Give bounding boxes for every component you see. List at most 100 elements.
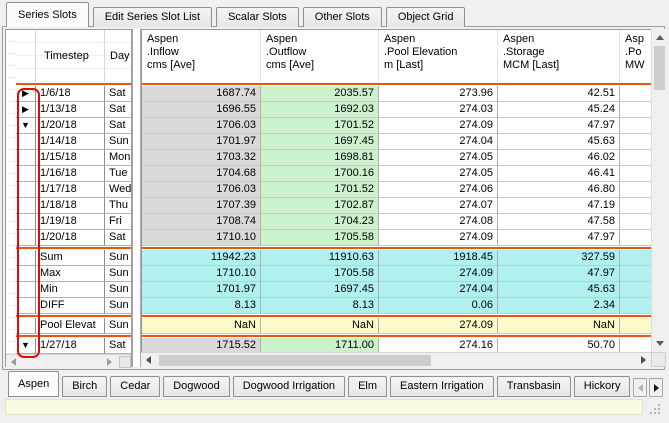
- main-horizontal-scrollbar[interactable]: [141, 352, 651, 367]
- value-cell[interactable]: 274.08: [379, 214, 498, 230]
- resize-grip[interactable]: [650, 404, 662, 416]
- value-cell[interactable]: 42.51: [498, 86, 620, 102]
- value-cell[interactable]: 1701.97: [142, 134, 261, 150]
- row-toggle-cell[interactable]: [16, 182, 36, 198]
- value-cell[interactable]: 274.04: [379, 134, 498, 150]
- value-cell[interactable]: 1701.52: [261, 182, 379, 198]
- value-cell[interactable]: [620, 318, 652, 334]
- value-cell[interactable]: 1698.81: [261, 150, 379, 166]
- day-cell[interactable]: Sat: [105, 230, 131, 246]
- value-cell[interactable]: 1697.45: [261, 134, 379, 150]
- timestep-cell[interactable]: 1/27/18: [36, 338, 105, 354]
- value-cell[interactable]: 1918.45: [379, 250, 498, 266]
- day-cell[interactable]: Fri: [105, 214, 131, 230]
- value-cell[interactable]: 274.07: [379, 198, 498, 214]
- day-cell[interactable]: Sun: [105, 298, 131, 314]
- day-cell[interactable]: Sun: [105, 318, 131, 334]
- vertical-scrollbar-thumb[interactable]: [654, 46, 665, 90]
- day-cell[interactable]: Sat: [105, 86, 131, 102]
- tab-scroll-right-button[interactable]: [649, 378, 663, 397]
- timestep-cell[interactable]: 1/6/18: [36, 86, 105, 102]
- collapse-icon[interactable]: ▼: [21, 340, 30, 350]
- value-cell[interactable]: 1704.23: [261, 214, 379, 230]
- value-cell[interactable]: 1702.87: [261, 198, 379, 214]
- row-toggle-cell[interactable]: ▶: [16, 102, 36, 118]
- value-cell[interactable]: 1700.16: [261, 166, 379, 182]
- row-toggle-cell[interactable]: ▶: [16, 86, 36, 102]
- day-cell[interactable]: Sun: [105, 250, 131, 266]
- row-label-cell[interactable]: DIFF: [36, 298, 105, 314]
- object-tab-eastern-irrigation[interactable]: Eastern Irrigation: [390, 376, 494, 397]
- day-cell[interactable]: Tue: [105, 166, 131, 182]
- value-cell[interactable]: 0.06: [379, 298, 498, 314]
- day-column-header[interactable]: Day: [105, 30, 131, 82]
- tab-scalar-slots[interactable]: Scalar Slots: [216, 7, 299, 27]
- value-cell[interactable]: 45.63: [498, 134, 620, 150]
- value-cell[interactable]: 1706.03: [142, 182, 261, 198]
- day-cell[interactable]: Sat: [105, 118, 131, 134]
- value-cell[interactable]: [620, 214, 652, 230]
- value-cell[interactable]: 47.19: [498, 198, 620, 214]
- value-cell[interactable]: 1710.10: [142, 266, 261, 282]
- value-cell[interactable]: 1697.45: [261, 282, 379, 298]
- object-tab-transbasin[interactable]: Transbasin: [497, 376, 571, 397]
- value-cell[interactable]: 46.02: [498, 150, 620, 166]
- timestep-column-header[interactable]: Timestep: [36, 30, 105, 82]
- value-cell[interactable]: 1706.03: [142, 118, 261, 134]
- scroll-left-button[interactable]: [141, 353, 156, 367]
- value-cell[interactable]: 2.34: [498, 298, 620, 314]
- timestep-cell[interactable]: 1/13/18: [36, 102, 105, 118]
- value-cell[interactable]: 274.05: [379, 150, 498, 166]
- value-cell[interactable]: 274.09: [379, 118, 498, 134]
- value-cell[interactable]: 274.05: [379, 166, 498, 182]
- value-cell[interactable]: 273.96: [379, 86, 498, 102]
- value-cell[interactable]: 1703.32: [142, 150, 261, 166]
- tab-scroll-left-button[interactable]: [633, 378, 647, 397]
- object-tab-elm[interactable]: Elm: [348, 376, 387, 397]
- value-cell[interactable]: 274.09: [379, 266, 498, 282]
- value-cell[interactable]: [620, 282, 652, 298]
- value-cell[interactable]: 274.04: [379, 282, 498, 298]
- day-cell[interactable]: Mon: [105, 150, 131, 166]
- value-cell[interactable]: 1705.58: [261, 230, 379, 246]
- row-toggle-cell[interactable]: [16, 134, 36, 150]
- day-cell[interactable]: Sun: [105, 282, 131, 298]
- value-cell[interactable]: 47.97: [498, 266, 620, 282]
- timestep-cell[interactable]: 1/15/18: [36, 150, 105, 166]
- value-cell[interactable]: [620, 298, 652, 314]
- scroll-left-button[interactable]: [6, 355, 21, 368]
- value-cell[interactable]: 1701.52: [261, 118, 379, 134]
- left-horizontal-scrollbar[interactable]: [6, 354, 131, 368]
- timestep-cell[interactable]: 1/18/18: [36, 198, 105, 214]
- tab-other-slots[interactable]: Other Slots: [303, 7, 382, 27]
- value-cell[interactable]: 1696.55: [142, 102, 261, 118]
- value-cell[interactable]: 46.80: [498, 182, 620, 198]
- row-toggle-cell[interactable]: [16, 298, 36, 314]
- row-toggle-cell[interactable]: ▼: [16, 338, 36, 354]
- row-toggle-cell[interactable]: [16, 250, 36, 266]
- row-toggle-cell[interactable]: [16, 230, 36, 246]
- row-toggle-cell[interactable]: [16, 166, 36, 182]
- value-cell[interactable]: 1701.97: [142, 282, 261, 298]
- value-cell[interactable]: NaN: [261, 318, 379, 334]
- value-cell[interactable]: [620, 134, 652, 150]
- value-cell[interactable]: [620, 182, 652, 198]
- tab-object-grid[interactable]: Object Grid: [386, 7, 466, 27]
- value-cell[interactable]: 46.41: [498, 166, 620, 182]
- value-cell[interactable]: 47.97: [498, 230, 620, 246]
- object-tab-dogwood-irrigation[interactable]: Dogwood Irrigation: [233, 376, 345, 397]
- value-cell[interactable]: [620, 266, 652, 282]
- row-toggle-cell[interactable]: [16, 150, 36, 166]
- vertical-scrollbar[interactable]: [651, 29, 666, 352]
- tab-series-slots[interactable]: Series Slots: [6, 2, 89, 27]
- value-cell[interactable]: NaN: [142, 318, 261, 334]
- value-cell[interactable]: 1708.74: [142, 214, 261, 230]
- column-header-aspen-pool-elevation-m-last[interactable]: Aspen.Pool Elevationm [Last]: [379, 30, 498, 82]
- row-label-cell[interactable]: Sum: [36, 250, 105, 266]
- value-cell[interactable]: 2035.57: [261, 86, 379, 102]
- scrollbar-grip-box[interactable]: [119, 356, 131, 368]
- value-cell[interactable]: 274.09: [379, 230, 498, 246]
- day-cell[interactable]: Sat: [105, 102, 131, 118]
- value-cell[interactable]: 1687.74: [142, 86, 261, 102]
- value-cell[interactable]: 45.24: [498, 102, 620, 118]
